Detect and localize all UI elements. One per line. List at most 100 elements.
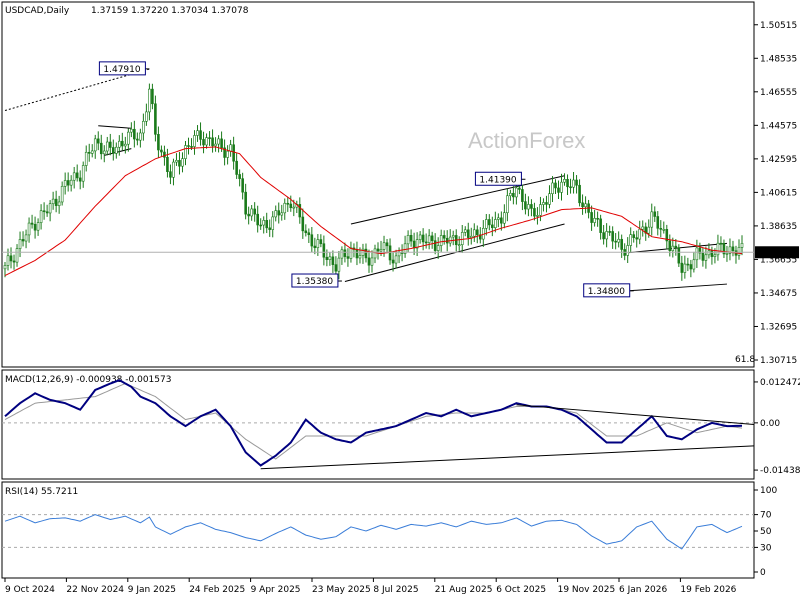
candle-body	[322, 243, 326, 258]
candle-body	[524, 201, 527, 210]
candle-body	[277, 210, 281, 216]
candle-body	[469, 235, 473, 238]
candle-body	[124, 143, 127, 147]
candle-body	[229, 144, 232, 152]
candle-body	[48, 203, 52, 214]
macd-signal-line	[4, 382, 743, 460]
candle-body	[172, 161, 175, 178]
candle-body	[325, 256, 329, 260]
candle-body	[680, 262, 684, 273]
candle-body	[226, 150, 229, 158]
candle-body	[190, 146, 193, 148]
candle-body	[105, 141, 109, 152]
candle-body	[75, 172, 79, 179]
candle-body	[602, 232, 605, 240]
candle-body	[202, 139, 205, 146]
price-tick-label: 1.48535	[760, 54, 797, 64]
candle-body	[641, 226, 645, 230]
candle-body	[460, 232, 464, 245]
candle-body	[331, 256, 335, 265]
macd-line	[4, 379, 743, 467]
candle-body	[193, 135, 196, 147]
candle-body	[36, 222, 40, 231]
candle-body	[533, 208, 536, 217]
x-tick-label: 6 Jan 2026	[619, 585, 667, 595]
candle-body	[274, 210, 278, 218]
candle-body	[710, 250, 714, 257]
candle-body	[265, 220, 269, 229]
candle-body	[593, 217, 596, 223]
candle-body	[3, 265, 7, 270]
candle-body	[364, 248, 368, 259]
candle-body	[271, 216, 275, 230]
candle-body	[217, 138, 220, 145]
candle-body	[548, 193, 551, 205]
x-tick-label: 9 Oct 2024	[5, 585, 55, 595]
candle-body	[307, 232, 311, 236]
candle-body	[57, 201, 61, 206]
range-upper-line	[627, 242, 728, 254]
candle-body	[536, 215, 539, 217]
candle-body	[60, 185, 64, 203]
candle-body	[292, 206, 296, 209]
candle-body	[154, 103, 157, 135]
candle-body	[63, 180, 67, 187]
candle-body	[698, 247, 702, 254]
candle-body	[163, 151, 166, 158]
candle-body	[187, 145, 190, 147]
candle-body	[665, 229, 669, 242]
candle-body	[301, 216, 305, 232]
candle-body	[677, 247, 681, 264]
candle-body	[659, 228, 663, 230]
candle-body	[355, 249, 359, 259]
candle-body	[130, 128, 133, 133]
candle-body	[340, 249, 344, 259]
candle-body	[349, 247, 353, 259]
x-tick-label: 19 Feb 2026	[680, 585, 736, 595]
candle-body	[518, 187, 521, 190]
candle-body	[78, 177, 82, 182]
annotation-box	[98, 61, 146, 76]
candle-body	[617, 238, 620, 243]
candle-body	[611, 231, 614, 242]
rsi-tick-label: 50	[760, 527, 772, 537]
candle-body	[30, 222, 34, 225]
candle-body	[701, 252, 705, 261]
candle-body	[376, 248, 380, 252]
price-tick-label: 1.50515	[760, 21, 797, 31]
candle-body	[223, 147, 226, 158]
rsi-tick-label: 0	[760, 568, 766, 578]
candle-body	[722, 243, 726, 255]
price-tick-label: 1.38635	[760, 222, 797, 232]
candle-body	[674, 245, 678, 249]
candle-body	[286, 202, 290, 205]
candle-body	[728, 246, 732, 254]
candle-body	[442, 235, 446, 239]
macd-tick-label: 0.012472	[760, 378, 800, 388]
candle-body	[343, 249, 347, 257]
candle-body	[590, 212, 593, 223]
candle-body	[42, 210, 46, 213]
price-tick-label: 1.32695	[760, 322, 797, 332]
candle-body	[259, 224, 262, 227]
macd-lower-trendline	[260, 445, 755, 470]
annotation-label: 1.35380	[296, 277, 333, 287]
candle-body	[503, 212, 506, 224]
candle-body	[289, 203, 293, 209]
candle-body	[69, 179, 73, 186]
candle-body	[740, 243, 744, 248]
candle-body	[358, 255, 362, 259]
candle-body	[439, 235, 443, 246]
candle-body	[394, 255, 398, 264]
candle-body	[707, 250, 711, 256]
x-tick-label: 23 May 2025	[312, 585, 371, 595]
rsi-title: RSI(14) 55.7211	[5, 487, 78, 497]
candle-body	[430, 235, 434, 241]
annotation-label: 1.47910	[103, 65, 140, 75]
rsi-tick-label: 100	[760, 486, 777, 496]
candle-body	[280, 212, 284, 216]
candle-body	[268, 227, 272, 230]
candle-body	[87, 151, 91, 154]
candle-body	[310, 234, 314, 247]
